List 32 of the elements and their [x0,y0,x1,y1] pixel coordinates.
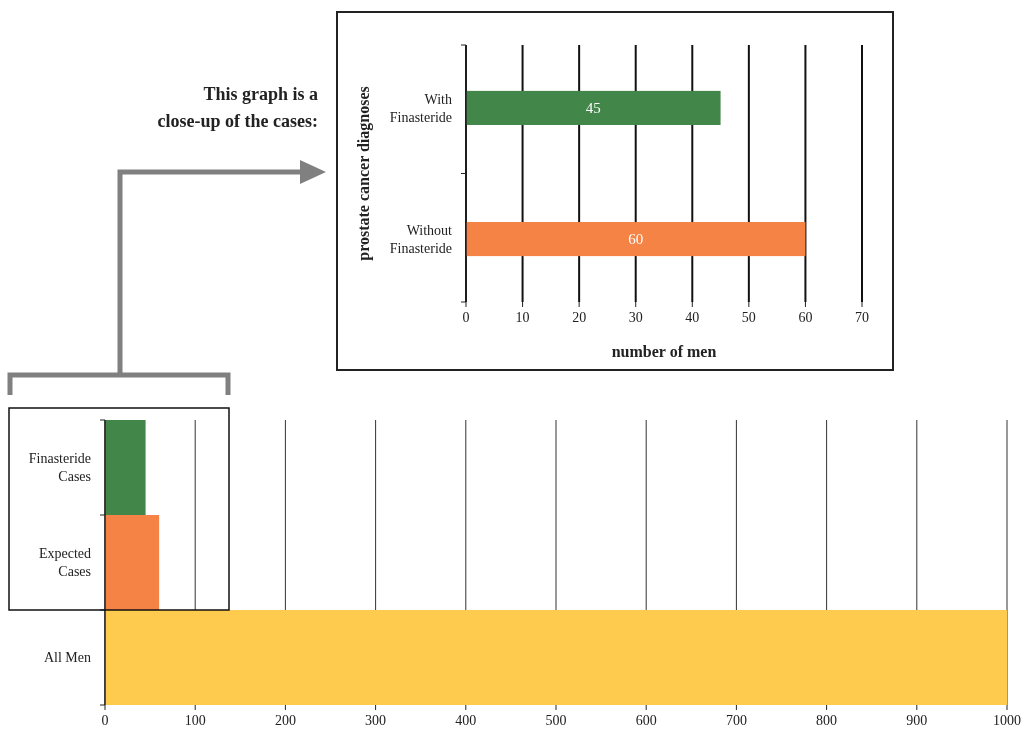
x-tick-label: 70 [855,310,869,325]
y-tick-label: With Finasteride [389,91,452,125]
text: This graph is a close-up of the cases: [157,84,318,131]
x-tick-label: 200 [274,713,296,728]
x-tick-label: 800 [816,713,838,728]
x-tick-label: 400 [455,713,477,728]
x-tick-label: 40 [685,310,700,325]
x-axis-title: number of men [611,343,717,360]
bar [105,610,1007,705]
x-tick-label: 700 [725,713,747,728]
bar [105,515,160,610]
x-tick-label: 1000 [993,713,1021,728]
x-tick-label: 300 [365,713,387,728]
x-tick-label: 50 [741,310,756,325]
bar [105,420,146,515]
y-tick-label: Without Finasteride [389,222,453,256]
x-tick-label: 900 [906,713,928,728]
y-tick-label: All Men [43,650,91,666]
data-label: 60 [628,231,644,248]
x-tick-label: 0 [101,713,109,728]
y-tick-label: Finasteride Cases [28,451,91,485]
x-tick-label: 60 [798,310,813,325]
x-tick-label: 500 [545,713,567,728]
y-axis-title: prostate cancer diagnoses [355,86,373,261]
data-label: 45 [585,100,601,117]
x-tick-label: 20 [572,310,587,325]
x-tick-label: 100 [184,713,206,728]
x-tick-label: 600 [635,713,657,728]
x-tick-label: 10 [515,310,530,325]
x-tick-label: 30 [628,310,643,325]
x-tick-label: 0 [462,310,470,325]
y-tick-label: Expected Cases [38,546,91,580]
